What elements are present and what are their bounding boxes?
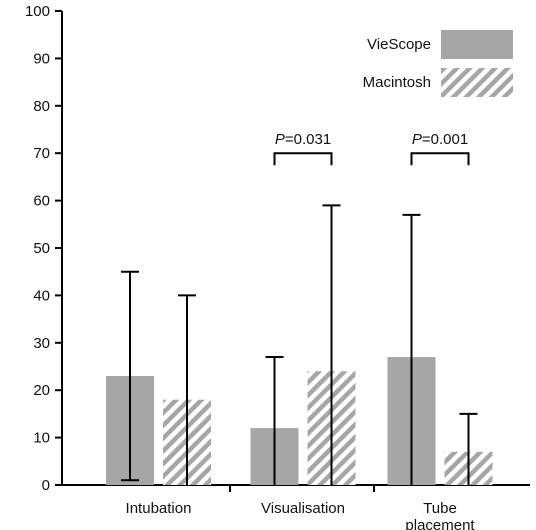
y-tick-label: 80 [33, 98, 50, 115]
y-tick-label: 40 [33, 287, 50, 304]
legend: VieScope Macintosh [363, 30, 513, 97]
p-value-label: P=0.031 [275, 131, 331, 148]
legend-swatch-viescope [441, 30, 513, 59]
p-value-letter: P [275, 131, 285, 148]
legend-label-macintosh: Macintosh [363, 74, 431, 91]
y-tick-label: 60 [33, 193, 50, 210]
y-tick-label: 10 [33, 430, 50, 447]
x-category-label: placement [405, 517, 475, 530]
y-tick-label: 30 [33, 335, 50, 352]
y-tick-label: 100 [25, 3, 50, 20]
p-value-letter: P [412, 131, 422, 148]
y-tick-label: 90 [33, 50, 50, 67]
y-tick-label: 50 [33, 240, 50, 257]
significance-annotations: P=0.031 P=0.001 [273, 131, 470, 166]
legend-swatch-macintosh [441, 68, 513, 97]
x-category-label: Tube [423, 500, 457, 517]
y-tick-label: 20 [33, 382, 50, 399]
p-value-number: =0.001 [422, 131, 468, 148]
x-category-label: Intubation [126, 500, 192, 517]
significance-bracket [273, 152, 333, 166]
p-value-label: P=0.001 [412, 131, 468, 148]
error-bars [121, 204, 478, 485]
y-tick-label: 0 [42, 477, 50, 494]
y-tick-label: 70 [33, 145, 50, 162]
significance-bracket [410, 152, 470, 166]
p-value-number: =0.031 [285, 131, 331, 148]
x-category-label: Visualisation [261, 500, 345, 517]
bars [106, 357, 493, 485]
legend-label-viescope: VieScope [367, 36, 431, 53]
axes: 0 10 20 30 40 50 60 70 80 90 100 Intubation Visualis… [25, 3, 530, 530]
